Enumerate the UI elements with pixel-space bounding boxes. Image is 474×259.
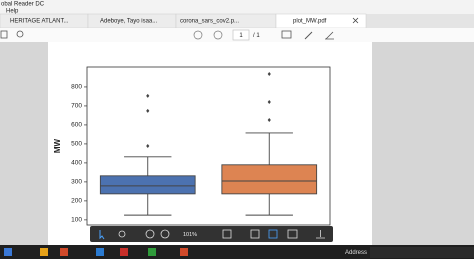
outlier [267,72,271,77]
fit-icon[interactable] [250,229,260,239]
outlier [267,99,271,104]
taskbar [0,245,474,259]
next-page[interactable] [213,30,223,40]
taskbar-icon[interactable] [96,248,104,256]
page-count: / 1 [253,33,260,39]
y-tick-label: 800 [71,84,82,91]
menu-item[interactable]: Help [6,9,19,15]
zoom-level[interactable]: 101% [183,232,197,238]
fit-width-icon[interactable] [268,229,278,239]
page-number[interactable]: 1 [239,33,243,39]
tab-label[interactable]: corona_sars_cov2.p... [180,19,239,25]
prev-page[interactable] [193,30,203,40]
tab-label[interactable]: plot_MW.pdf [293,19,327,25]
y-axis-label: MW [53,138,62,153]
download-icon[interactable] [316,230,325,239]
zoom-out[interactable] [145,229,155,239]
tab-close[interactable] [352,17,359,24]
hand-tool[interactable] [118,230,126,238]
y-tick-label: 300 [71,179,82,186]
address-box[interactable] [370,247,474,258]
taskbar-icon[interactable] [120,248,128,256]
address-label: Address [345,250,367,256]
box [221,164,318,195]
tab-label[interactable]: Adeboye, Tayo isaa... [100,19,158,25]
y-tick-label: 100 [71,217,82,224]
page-input[interactable] [232,29,250,41]
y-tick-label: 600 [71,122,82,129]
tab-label[interactable]: HERITAGE ATLANT... [10,19,69,25]
y-tick-label: 200 [71,198,82,205]
floating-toolbar [90,226,333,242]
box [99,175,196,195]
outlier [267,117,271,122]
y-tick-label: 400 [71,160,82,167]
taskbar-icon[interactable] [40,248,48,256]
pdf-page [48,42,372,245]
taskbar-icon[interactable] [148,248,156,256]
comment-icon[interactable] [281,30,292,39]
page-icon[interactable] [222,229,232,239]
pen-icon[interactable] [304,31,313,40]
outlier [146,93,150,98]
icon[interactable] [0,30,8,39]
taskbar-icon[interactable] [4,248,12,256]
outlier [146,108,150,113]
taskbar-icon[interactable] [180,248,188,256]
search-icon[interactable] [16,30,24,38]
outlier [146,144,150,148]
taskbar-icon[interactable] [60,248,68,256]
y-tick-label: 500 [71,141,82,148]
plot-frame [86,66,331,226]
window-title: obal Reader DC [1,2,45,8]
sign-icon[interactable] [325,31,334,40]
select-tool[interactable] [99,230,105,240]
zoom-in[interactable] [160,229,170,239]
y-tick-label: 700 [71,103,82,110]
image-icon[interactable] [287,229,298,239]
